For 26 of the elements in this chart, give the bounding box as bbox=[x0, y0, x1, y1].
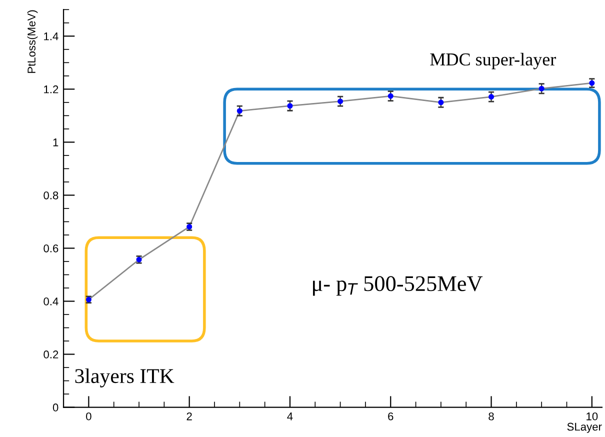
x-tick-label: 0 bbox=[86, 412, 92, 420]
point bbox=[438, 100, 444, 106]
x-axis-title: SLayer bbox=[567, 422, 602, 433]
y-tick-label: 0.2 bbox=[44, 350, 58, 358]
point bbox=[236, 108, 242, 114]
y-tick-label: 0.6 bbox=[44, 244, 58, 252]
point bbox=[589, 80, 595, 86]
annotation: MDC super-layer bbox=[430, 52, 556, 70]
y-tick-label: 1 bbox=[53, 138, 58, 146]
x-tick-label: 4 bbox=[287, 412, 293, 420]
point bbox=[538, 86, 544, 92]
x-tick-label: 10 bbox=[586, 412, 598, 420]
annotation: 3layers ITK bbox=[75, 368, 174, 388]
point bbox=[338, 98, 344, 104]
x-tick-label: 2 bbox=[186, 412, 192, 420]
y-axis-title: PtLoss(MeV) bbox=[27, 10, 38, 73]
y-tick-label: 1.4 bbox=[44, 32, 58, 40]
x-tick-label: 8 bbox=[488, 412, 494, 420]
y-tick-label: 0 bbox=[52, 404, 58, 412]
y-tick-label: 0.8 bbox=[44, 191, 58, 200]
x-tick-label: 6 bbox=[388, 412, 394, 420]
annotation: μ- p$_{T}$ 500-525MeV bbox=[313, 276, 483, 296]
point bbox=[488, 94, 494, 100]
y-tick-label: 1.2 bbox=[44, 85, 58, 94]
y-tick-label: 0.4 bbox=[44, 298, 58, 306]
point bbox=[388, 93, 394, 99]
